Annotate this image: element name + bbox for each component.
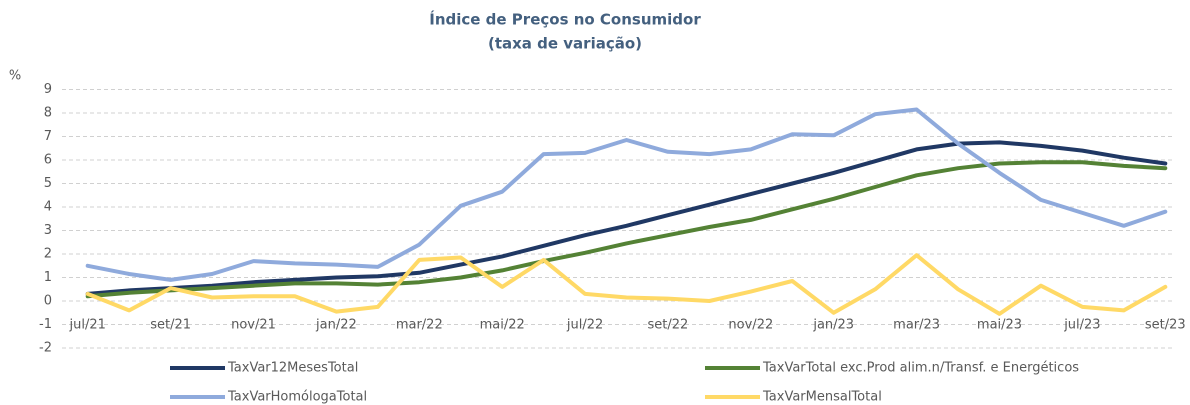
chart-title: Índice de Preços no Consumidor [429,10,701,29]
y-tick-label: 3 [44,223,52,238]
y-tick-label: 6 [44,153,52,168]
x-tick-label: jul/23 [1063,318,1100,333]
series-line [85,160,1168,299]
legend-label: TaxVarHomólogaTotal [227,390,367,405]
x-tick-label: jul/21 [69,318,106,333]
x-tick-label: jul/22 [566,318,603,333]
x-tick-label: nov/21 [231,318,276,333]
x-tick-label: set/21 [150,318,191,333]
series-line [85,253,1168,316]
y-tick-label: 5 [44,176,52,191]
y-axis-label: % [9,69,21,84]
y-tick-label: 7 [44,129,52,144]
x-tick-label: jan/23 [812,318,854,333]
x-tick-label: set/22 [648,318,689,333]
series-line [85,107,1168,282]
y-tick-label: 1 [44,270,52,285]
x-tick-label: nov/22 [728,318,773,333]
x-tick-label: mai/22 [480,318,525,333]
y-tick-label: -2 [39,341,52,356]
y-tick-label: 4 [44,200,52,215]
legend-label: TaxVarTotal exc.Prod alim.n/Transf. e En… [762,361,1079,376]
y-tick-label: -1 [39,317,52,332]
y-tick-label: 2 [44,247,52,262]
y-tick-label: 0 [44,294,52,309]
x-tick-label: set/23 [1145,318,1186,333]
legend-label: TaxVar12MesesTotal [227,361,358,376]
series-line [85,140,1168,296]
legend-label: TaxVarMensalTotal [762,390,882,405]
chart-subtitle: (taxa de variação) [488,35,642,53]
y-tick-label: 9 [44,82,52,97]
y-tick-label: 8 [44,106,52,121]
x-tick-label: mai/23 [977,318,1022,333]
x-tick-label: mar/22 [396,318,443,333]
x-tick-label: mar/23 [893,318,940,333]
x-tick-label: jan/22 [315,318,357,333]
